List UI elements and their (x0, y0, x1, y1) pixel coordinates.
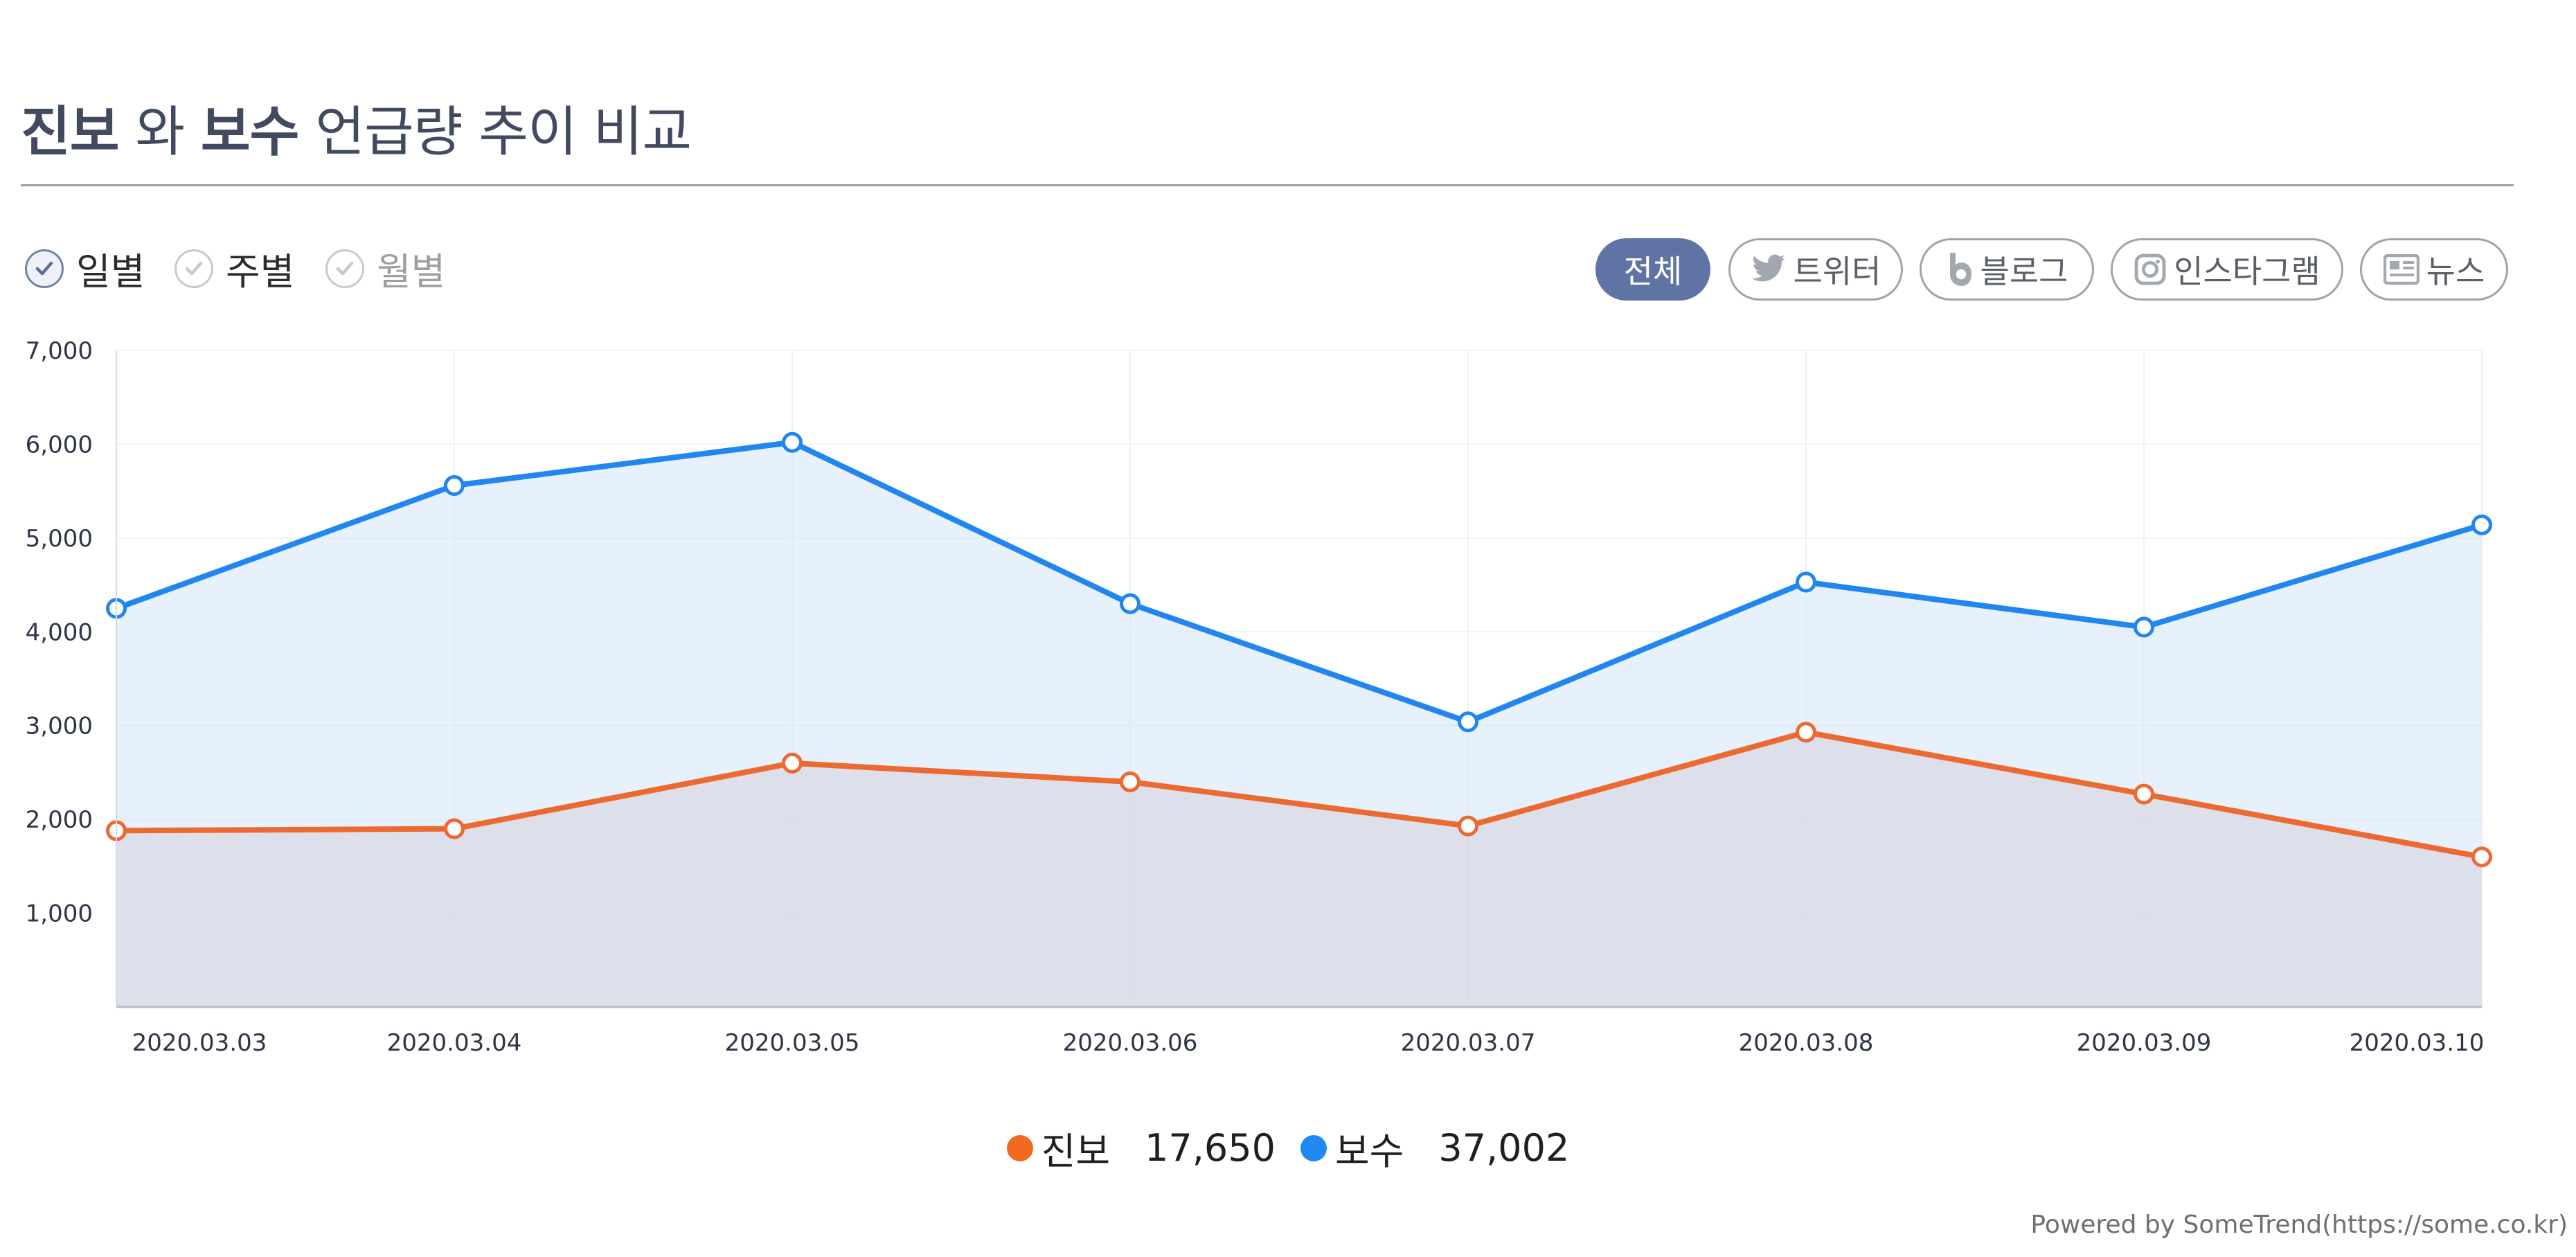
channel-tab-instagram[interactable]: 인스타그램 (2111, 238, 2343, 301)
x-tick-label: 2020.03.05 (725, 1029, 860, 1057)
x-tick-label: 2020.03.08 (1739, 1029, 1874, 1057)
chart-points (106, 431, 2492, 868)
title-conjunction: 와 (135, 101, 185, 163)
channel-tab-news-label: 뉴스 (2426, 253, 2485, 290)
check-circle-icon (25, 249, 64, 288)
y-tick-label: 2,000 (26, 806, 93, 834)
period-weekly-toggle[interactable]: 주별 (175, 241, 294, 296)
check-circle-icon (325, 249, 364, 288)
data-point-progressive[interactable] (782, 752, 803, 774)
legend-total: 37,002 (1438, 1126, 1570, 1170)
channel-tab-instagram-label: 인스타그램 (2174, 253, 2320, 290)
data-point-progressive[interactable] (444, 818, 465, 839)
x-tick-label: 2020.03.06 (1063, 1029, 1198, 1057)
x-axis: 2020.03.03 2020.03.04 2020.03.05 2020.03.06… (116, 1006, 2485, 1057)
y-tick-label: 3,000 (26, 713, 93, 740)
title-term-conservative: 보수 (200, 101, 300, 163)
legend-dot (1300, 1134, 1327, 1161)
channel-tab-blog-label: 블로그 (1980, 253, 2068, 290)
period-daily-toggle[interactable]: 일별 (25, 241, 145, 296)
data-point-progressive[interactable] (2471, 846, 2492, 868)
legend-name: 보수 (1335, 1130, 1404, 1173)
data-point-conservative[interactable] (1796, 571, 1816, 593)
area-conservative (116, 442, 2482, 1007)
data-point-conservative[interactable] (2471, 514, 2492, 535)
data-point-conservative[interactable] (1120, 593, 1141, 614)
powered-by-credit: Powered by SomeTrend(https://some.co.kr) (2030, 1211, 2568, 1239)
chart-areas (116, 442, 2482, 1007)
channel-tab-blog[interactable]: 블로그 (1920, 238, 2094, 301)
period-monthly-toggle[interactable]: 월별 (325, 241, 445, 296)
data-point-progressive[interactable] (1458, 815, 1478, 837)
legend-item-conservative[interactable]: 보수 37,002 (1300, 1121, 1569, 1175)
x-tick-label: 2020.03.10 (2350, 1029, 2485, 1057)
check-circle-icon (175, 249, 213, 288)
data-point-conservative[interactable] (444, 475, 465, 497)
blog-icon (1946, 251, 1974, 287)
chart-legend: 진보 17,650 보수 37,002 (0, 1121, 2576, 1175)
data-point-progressive[interactable] (1120, 771, 1141, 792)
y-tick-label: 7,000 (26, 337, 93, 365)
x-tick-label: 2020.03.09 (2077, 1029, 2212, 1057)
data-point-conservative[interactable] (1458, 711, 1478, 733)
y-tick-label: 4,000 (26, 618, 93, 646)
data-point-conservative[interactable] (2134, 616, 2154, 638)
title-rest: 언급량 추이 비교 (315, 101, 692, 163)
line-conservative (114, 439, 2485, 725)
y-tick-label: 5,000 (26, 525, 93, 553)
period-daily-label: 일별 (76, 250, 145, 294)
channel-tab-all-label: 전체 (1623, 253, 1683, 290)
legend-dot (1006, 1134, 1033, 1161)
chart-title: 진보 와 보수 언급량 추이 비교 (21, 89, 692, 166)
y-axis: 1,000 2,000 3,000 4,000 5,000 6,000 7,000 (26, 337, 117, 1007)
x-tick-label: 2020.03.03 (132, 1029, 267, 1057)
instagram-icon (2134, 253, 2167, 286)
y-tick-label: 6,000 (26, 431, 93, 458)
x-tick-label: 2020.03.04 (387, 1029, 522, 1057)
y-tick-label: 1,000 (26, 900, 93, 928)
x-tick-label: 2020.03.07 (1401, 1029, 1536, 1057)
channel-tab-all[interactable]: 전체 (1595, 238, 1710, 301)
line-progressive (114, 729, 2485, 860)
legend-name: 진보 (1041, 1130, 1111, 1173)
twitter-icon (1751, 254, 1787, 285)
data-point-conservative[interactable] (782, 431, 803, 453)
legend-total: 17,650 (1145, 1126, 1276, 1170)
channel-tab-twitter[interactable]: 트위터 (1728, 238, 1903, 301)
period-monthly-label: 월별 (377, 250, 446, 294)
news-icon (2383, 254, 2420, 285)
chart-lines (114, 439, 2485, 860)
data-point-progressive[interactable] (2134, 783, 2154, 805)
title-divider (21, 184, 2514, 186)
mention-trend-chart: 1,000 2,000 3,000 4,000 5,000 6,000 7,000 2020… (26, 337, 2492, 1057)
period-weekly-label: 주별 (226, 250, 295, 294)
title-term-progressive: 진보 (21, 101, 120, 163)
channel-tab-twitter-label: 트위터 (1793, 253, 1881, 290)
area-progressive (116, 732, 2482, 1007)
channel-tab-news[interactable]: 뉴스 (2360, 238, 2508, 301)
data-point-progressive[interactable] (1796, 722, 1816, 743)
legend-item-progressive[interactable]: 진보 17,650 (1006, 1121, 1276, 1175)
